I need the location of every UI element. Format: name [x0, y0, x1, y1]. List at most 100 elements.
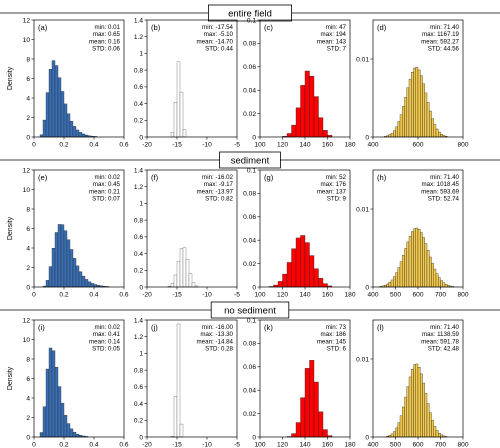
histogram-bar [411, 72, 414, 138]
y-tick-label: 12 [23, 317, 31, 324]
histogram-bar [408, 235, 412, 288]
stat-line: STD: 0.06 [92, 46, 120, 53]
panel-letter: (e) [38, 173, 48, 182]
stat-line: mean: -14.70 [197, 38, 234, 45]
histogram-bar [66, 239, 71, 288]
histogram-bar [176, 260, 181, 288]
histogram-bar [322, 429, 328, 438]
stat-line: max: -9.17 [204, 181, 234, 188]
y-axis-label: Density [7, 66, 14, 90]
histogram-bar [304, 70, 310, 138]
section-label-box [210, 301, 290, 319]
stat-line: STD: 0.82 [205, 196, 233, 203]
histogram-bar [393, 431, 396, 438]
histogram-bar [78, 271, 83, 288]
histogram-bar [75, 129, 80, 138]
histogram-bar [300, 397, 306, 438]
y-tick-label: 1 [139, 351, 143, 358]
stat-line: min: 71.40 [430, 174, 459, 181]
section-label: no sediment [224, 306, 276, 317]
x-tick-label: -20 [142, 142, 152, 149]
histogram-bar [422, 237, 425, 288]
histogram-bar [57, 77, 62, 138]
y-tick-label: 0 [139, 284, 143, 291]
x-tick-label: 500 [390, 292, 401, 299]
histogram-bar [390, 279, 394, 288]
histogram-bar [179, 91, 184, 138]
stat-line: mean: 145 [317, 338, 347, 345]
panel-letter: (l) [377, 323, 384, 332]
histogram-bar [300, 85, 306, 138]
x-tick-label: 800 [457, 142, 468, 149]
x-tick-label: -5 [234, 442, 240, 448]
x-tick-label: -10 [202, 442, 212, 448]
histogram-bar [442, 282, 446, 288]
histogram-bar [63, 103, 68, 138]
histogram-bar [304, 368, 310, 438]
histogram-bar [87, 281, 92, 288]
histogram-bar [408, 78, 412, 138]
stat-line: min: 0.02 [95, 324, 121, 331]
y-tick-label: 0.04 [243, 88, 256, 95]
x-tick-label: 100 [254, 442, 265, 448]
y-tick-label: 0.6 [134, 384, 143, 391]
histogram-bar [170, 132, 175, 138]
y-tick-label: 0.2 [134, 418, 143, 425]
x-tick-label: 700 [435, 442, 446, 448]
histogram-bar [431, 420, 434, 438]
y-tick-label: 0.06 [243, 214, 256, 221]
histogram-bar [413, 364, 416, 438]
histogram-bar [397, 121, 401, 138]
histogram-bar [424, 393, 428, 438]
histogram-bar [444, 284, 448, 288]
stat-line: min: 71.40 [430, 24, 459, 31]
stat-line: mean: 0.21 [89, 188, 121, 195]
x-tick-label: 0 [32, 442, 36, 448]
histogram-bar [45, 92, 50, 138]
histogram-bar [295, 107, 301, 138]
y-tick-label: 10 [23, 337, 31, 344]
stat-line: STD: 9 [327, 196, 347, 203]
histogram-bar [406, 241, 410, 288]
stat-line: mean: 0.14 [89, 338, 121, 345]
histogram-bar [300, 235, 306, 288]
histogram-bar [60, 402, 65, 438]
histogram-bar [404, 396, 407, 438]
histogram-bar [318, 117, 324, 138]
stat-line: min: -17.54 [202, 24, 234, 31]
histogram-bar [429, 412, 432, 438]
plot-frame [146, 19, 238, 138]
x-tick-label: 400 [367, 292, 378, 299]
panel-letter: (a) [38, 23, 48, 32]
y-tick-label: 4 [26, 395, 30, 402]
section-header: entire field [0, 4, 500, 22]
histogram-bar [406, 87, 410, 138]
histogram-bar [318, 411, 324, 438]
y-tick-label: 0.02 [243, 261, 256, 268]
y-tick-label: 2 [26, 415, 30, 422]
histogram-bar [309, 75, 315, 138]
stat-line: max: 0.65 [93, 31, 121, 38]
histogram-bar [173, 396, 178, 438]
section-header: sediment [0, 151, 500, 169]
histogram-bar [182, 129, 187, 138]
x-tick-label: 160 [322, 142, 333, 149]
histogram-bar [390, 132, 394, 138]
x-tick-label: 0.4 [89, 292, 98, 299]
panel-letter: (k) [264, 323, 273, 332]
panel-letter: (d) [377, 23, 387, 32]
histogram-bar [440, 280, 443, 288]
histogram-bar [422, 83, 425, 138]
histogram-bar [404, 248, 407, 288]
x-tick-label: 180 [344, 442, 355, 448]
histogram-bar [395, 427, 398, 438]
stat-line: STD: 6 [327, 346, 347, 353]
x-tick-label: 600 [412, 442, 423, 448]
x-tick-label: 0.4 [89, 442, 98, 448]
histogram-bar [69, 249, 74, 288]
x-tick-label: 140 [299, 142, 310, 149]
